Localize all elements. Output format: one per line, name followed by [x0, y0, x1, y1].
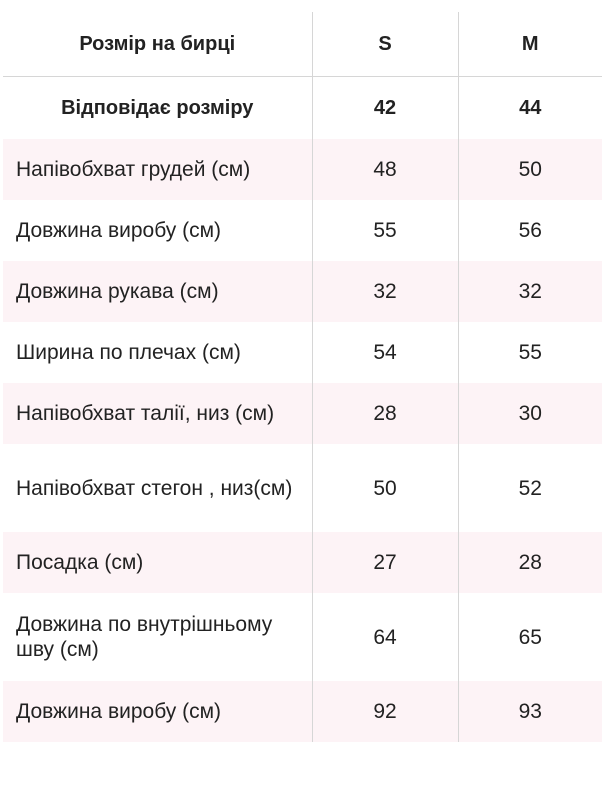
row-value-s: 50: [311, 444, 459, 532]
row-value-m: 28: [458, 532, 602, 593]
size-header-row: Розмір на бирці S M: [3, 12, 602, 77]
row-value-s: 28: [311, 383, 459, 444]
table-row: Напівобхват талії, низ (см) 28 30: [3, 383, 602, 444]
table-row: Довжина рукава (см) 32 32: [3, 261, 602, 322]
equivalent-size-s: 42: [311, 76, 459, 139]
table-row: Напівобхват стегон , низ(см) 50 52: [3, 444, 602, 532]
equivalent-size-row: Відповідає розміру 42 44: [3, 76, 602, 139]
size-chart-table: Розмір на бирці S M Відповідає розміру 4…: [3, 12, 602, 742]
row-value-s: 32: [311, 261, 459, 322]
row-value-s: 55: [311, 200, 459, 261]
row-value-m: 30: [458, 383, 602, 444]
size-s-header: S: [311, 12, 459, 77]
table-row: Довжина виробу (см) 92 93: [3, 681, 602, 742]
row-label: Напівобхват грудей (см): [3, 139, 312, 200]
size-m-header: M: [458, 12, 602, 77]
row-label: Довжина рукава (см): [3, 261, 312, 322]
row-value-m: 93: [458, 681, 602, 742]
row-value-m: 55: [518, 341, 542, 364]
row-value-s: 48: [311, 139, 459, 200]
row-label: Напівобхват стегон , низ(см): [16, 476, 293, 500]
row-value-s: 92: [311, 681, 459, 742]
row-value-m: 52: [518, 476, 542, 500]
row-label: Довжина виробу (см): [3, 681, 312, 742]
row-value-m: 32: [458, 261, 602, 322]
row-value-m: 50: [458, 139, 602, 200]
row-label: Посадка (см): [3, 532, 312, 593]
row-value-s: 64: [311, 593, 459, 681]
row-label: Довжина по внутрішньому шву (см): [16, 613, 273, 661]
row-value-m: 65: [518, 625, 542, 649]
size-tag-header: Розмір на бирці: [3, 12, 312, 77]
table-row: Довжина виробу (см) 55 56: [3, 200, 602, 261]
row-value-s: 27: [311, 532, 459, 593]
table-row: Довжина по внутрішньому шву (см) 64 65: [3, 593, 602, 681]
row-value-s: 54: [311, 322, 459, 383]
table-row: Напівобхват грудей (см) 48 50: [3, 139, 602, 200]
row-label: Довжина виробу (см): [16, 219, 222, 242]
table-row: Ширина по плечах (см) 54 55: [3, 322, 602, 383]
row-label: Напівобхват талії, низ (см): [3, 383, 312, 444]
equivalent-size-m: 44: [519, 96, 542, 119]
row-label: Ширина по плечах (см): [16, 341, 241, 364]
equivalent-size-label: Відповідає розміру: [61, 96, 254, 119]
table-row: Посадка (см) 27 28: [3, 532, 602, 593]
row-value-m: 56: [518, 219, 542, 242]
